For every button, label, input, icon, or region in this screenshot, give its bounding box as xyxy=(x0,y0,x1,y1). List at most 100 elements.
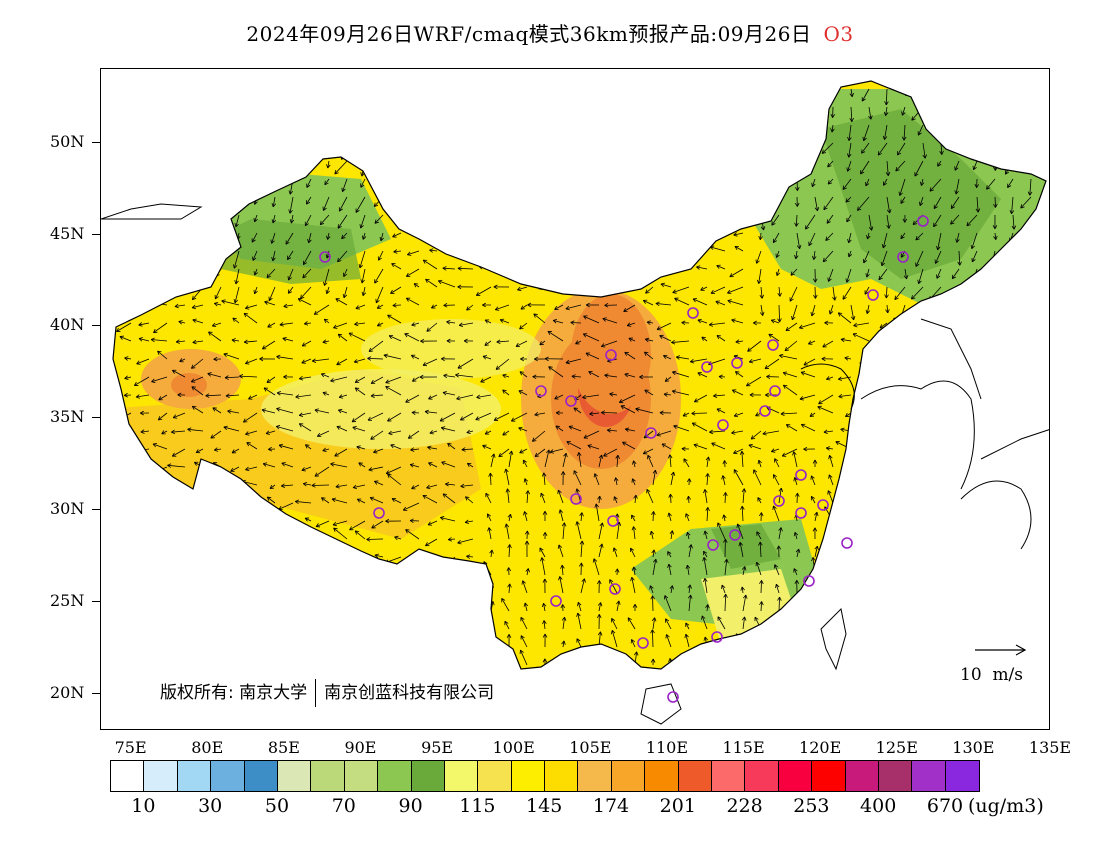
wind-arrow xyxy=(589,411,600,416)
wind-arrow xyxy=(659,250,672,259)
wind-arrow xyxy=(488,654,493,666)
wind-arrow xyxy=(957,458,962,468)
wind-arrow xyxy=(602,317,618,324)
wind-arrow xyxy=(974,603,980,612)
wind-arrow xyxy=(279,322,294,327)
wind-arrow xyxy=(336,425,348,432)
wind-arrow xyxy=(249,124,258,135)
wind-arrow xyxy=(818,394,834,405)
wind-arrow xyxy=(782,371,798,378)
wind-arrow xyxy=(225,664,240,669)
wind-arrow xyxy=(245,538,258,547)
wind-arrow xyxy=(287,142,294,153)
wind-arrow xyxy=(319,106,330,121)
wind-arrow xyxy=(756,268,762,284)
wind-arrow xyxy=(878,412,888,420)
wind-arrow xyxy=(686,478,692,486)
wind-arrow xyxy=(156,552,168,558)
coastline-segment xyxy=(101,203,203,220)
wind-arrow xyxy=(300,645,312,651)
wind-arrow xyxy=(276,407,294,414)
wind-arrow xyxy=(523,602,529,612)
wind-arrow xyxy=(233,286,240,304)
wind-arrow xyxy=(276,391,294,396)
wind-arrow xyxy=(225,610,240,618)
wind-arrow xyxy=(919,178,925,186)
wind-arrow xyxy=(269,142,276,156)
wind-arrow xyxy=(267,628,276,634)
wind-arrow xyxy=(188,592,204,605)
wind-arrow xyxy=(303,124,312,142)
wind-arrow xyxy=(232,250,240,269)
wind-arrow xyxy=(113,531,114,540)
wind-arrow xyxy=(269,178,276,186)
wind-arrow xyxy=(262,340,276,350)
wind-arrow xyxy=(501,157,510,162)
wind-arrow xyxy=(759,690,763,701)
wind-arrow xyxy=(232,196,240,214)
wind-arrow xyxy=(116,552,132,558)
wind-arrow xyxy=(772,505,780,522)
wind-arrow xyxy=(422,196,438,204)
wind-arrow xyxy=(827,268,834,282)
wind-arrow xyxy=(126,178,132,187)
wind-arrow xyxy=(192,623,204,630)
wind-arrow xyxy=(301,466,312,472)
wind-arrow xyxy=(881,511,888,522)
wind-arrow xyxy=(504,468,510,486)
wind-arrow xyxy=(304,321,312,326)
wind-arrow xyxy=(519,214,528,220)
wind-arrow xyxy=(947,430,960,440)
wind-arrow xyxy=(534,448,546,457)
wind-arrow xyxy=(442,646,456,652)
wind-arrow xyxy=(411,643,420,649)
wind-arrow xyxy=(113,645,114,648)
wind-arrow xyxy=(827,178,834,185)
wind-arrow xyxy=(233,160,240,177)
wind-arrow xyxy=(624,351,636,360)
wind-arrow xyxy=(138,322,150,327)
wind-arrow xyxy=(813,675,817,683)
wind-arrow xyxy=(794,580,800,594)
wind-arrow xyxy=(903,458,908,468)
wind-arrow xyxy=(550,247,564,253)
wind-arrow xyxy=(352,426,366,432)
wind-arrow xyxy=(939,633,944,648)
wind-arrow xyxy=(374,553,384,559)
wind-arrow xyxy=(990,593,996,612)
wind-arrow xyxy=(971,467,978,486)
colorbar-swatch-22 xyxy=(845,761,879,791)
wind-arrow xyxy=(826,214,834,224)
wind-arrow xyxy=(711,132,726,144)
wind-arrow xyxy=(232,142,240,158)
wind-arrow xyxy=(854,448,870,454)
wind-arrow xyxy=(395,142,402,147)
wind-arrow xyxy=(721,584,726,594)
wind-arrow xyxy=(384,626,402,631)
wind-arrow xyxy=(285,555,294,560)
wind-arrow xyxy=(954,603,960,612)
wind-arrow xyxy=(771,448,780,453)
wind-arrow xyxy=(280,483,294,489)
wind-arrow xyxy=(457,266,474,271)
wind-arrow xyxy=(884,634,890,648)
wind-arrow xyxy=(405,297,420,306)
wind-arrow xyxy=(880,542,888,558)
wind-arrow xyxy=(245,430,258,436)
colorbar-label: 253 xyxy=(793,795,830,817)
wind-arrow xyxy=(188,520,204,529)
wind-arrow xyxy=(576,452,582,468)
wind-arrow xyxy=(518,192,528,198)
wind-arrow xyxy=(882,495,888,504)
wind-arrow xyxy=(727,286,744,295)
wind-arrow xyxy=(332,520,348,527)
wind-arrow xyxy=(894,286,906,301)
wind-arrow xyxy=(461,567,474,576)
wind-arrow xyxy=(565,358,582,365)
wind-arrow xyxy=(464,661,474,666)
wind-arrow xyxy=(573,470,582,486)
wind-arrow xyxy=(306,142,312,152)
wind-arrow xyxy=(837,376,852,381)
wind-arrow xyxy=(496,232,510,242)
wind-arrow xyxy=(647,454,654,468)
